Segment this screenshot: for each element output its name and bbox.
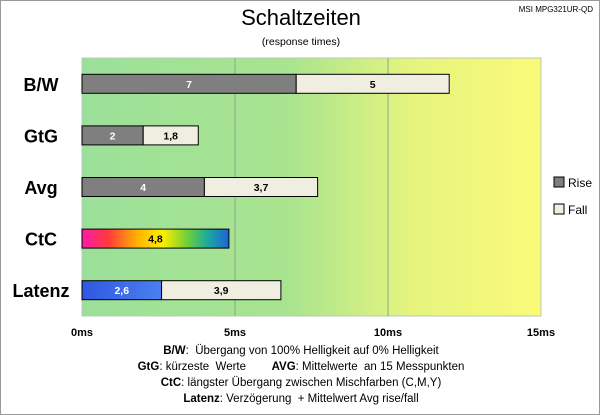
chart-notes: B/W: Übergang von 100% Helligkeit auf 0%… bbox=[1, 343, 600, 407]
category-label: Latenz bbox=[12, 281, 69, 301]
data-label: 3,9 bbox=[214, 285, 229, 297]
x-tick-label: 15ms bbox=[527, 327, 555, 339]
legend-swatch-rise bbox=[553, 176, 565, 188]
note-key: GtG bbox=[137, 361, 160, 373]
note-latenz: Latenz: Verzögerung + Mittelwert Avg ris… bbox=[1, 391, 600, 407]
x-tick-label: 10ms bbox=[374, 327, 402, 339]
model-label: MSI MPG321UR-QD bbox=[518, 5, 593, 14]
note-ctc: CtC: längster Übergang zwischen Mischfar… bbox=[1, 375, 600, 391]
data-label: 2,6 bbox=[114, 285, 129, 297]
note-text: : Verzögerung + Mittelwert Avg rise/fall bbox=[219, 393, 419, 405]
data-label: 7 bbox=[186, 79, 192, 91]
legend-swatch-fall bbox=[553, 203, 565, 215]
legend-label-fall: Fall bbox=[568, 203, 587, 217]
category-label: GtG bbox=[24, 126, 58, 146]
note-text: : Mittelwerte an 15 Messpunkten bbox=[295, 361, 465, 373]
category-label: Avg bbox=[24, 178, 57, 198]
bar-rise bbox=[81, 228, 230, 249]
chart-plot: 0ms 5ms 10ms 15ms B/W 7 5 GtG 2 1,8 Avg 4 3,7 CtC 4,8 L… bbox=[12, 57, 592, 339]
data-label: 2 bbox=[110, 130, 116, 142]
data-label: 1,8 bbox=[163, 130, 178, 142]
note-text: : kürzeste Werte bbox=[159, 361, 272, 373]
x-tick-label: 0ms bbox=[71, 327, 93, 339]
note-key: B/W bbox=[163, 345, 186, 357]
category-label: B/W bbox=[24, 75, 59, 95]
bar-fall bbox=[203, 177, 319, 197]
note-gtg-avg: GtG: kürzeste Werte AVG: Mittelwerte an … bbox=[1, 359, 600, 375]
chart-title: Schaltzeiten bbox=[241, 5, 361, 30]
note-key: AVG bbox=[271, 361, 296, 373]
bar-fall bbox=[295, 73, 450, 94]
data-label: 3,7 bbox=[254, 182, 269, 194]
data-label: 5 bbox=[370, 79, 376, 91]
data-label: 4 bbox=[140, 182, 146, 194]
bar-fall bbox=[161, 280, 282, 301]
note-text: : längster Übergang zwischen Mischfarben… bbox=[181, 377, 442, 389]
note-text: : Übergang von 100% Helligkeit auf 0% He… bbox=[185, 345, 439, 357]
bar-fall bbox=[142, 125, 199, 146]
category-label: CtC bbox=[25, 230, 57, 250]
note-bw: B/W: Übergang von 100% Helligkeit auf 0%… bbox=[1, 343, 600, 359]
chart-subtitle: (response times) bbox=[261, 36, 341, 48]
x-tick-label: 5ms bbox=[224, 327, 246, 339]
note-key: Latenz bbox=[183, 393, 220, 405]
note-key: CtC bbox=[160, 377, 182, 389]
data-label: 4,8 bbox=[148, 234, 163, 246]
legend-label-rise: Rise bbox=[568, 176, 592, 190]
